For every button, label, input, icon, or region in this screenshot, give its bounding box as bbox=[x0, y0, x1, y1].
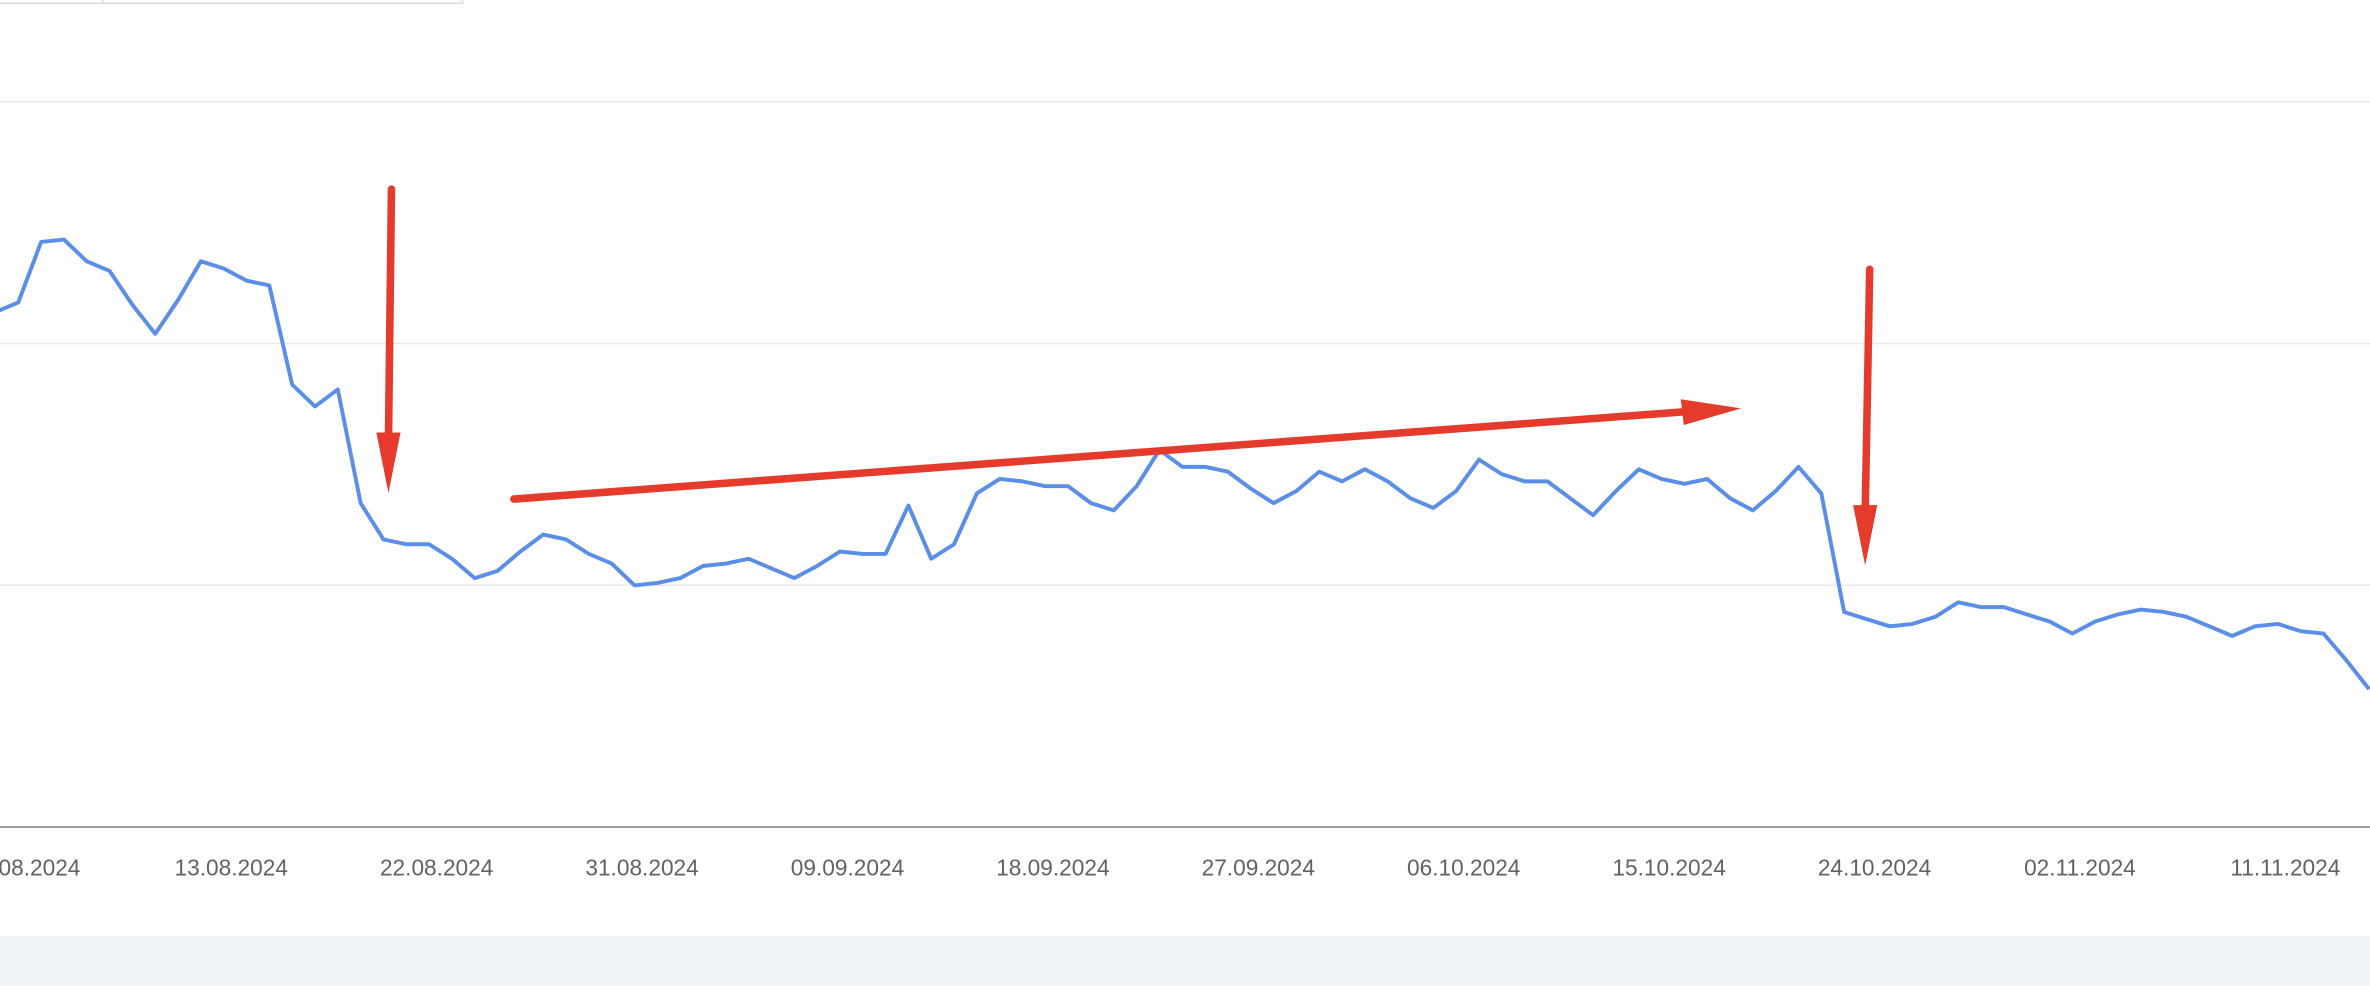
x-tick-label: 24.10.2024 bbox=[1818, 854, 1931, 880]
x-tick-label: 09.09.2024 bbox=[791, 854, 904, 880]
x-axis: 08.2024 13.08.2024 22.08.2024 31.08.2024 09.… bbox=[0, 854, 2340, 880]
control-box bbox=[0, 0, 104, 5]
arrow-head bbox=[1680, 399, 1742, 425]
arrow-head bbox=[1853, 505, 1878, 566]
x-tick-label: 27.09.2024 bbox=[1202, 854, 1315, 880]
annotations bbox=[376, 185, 1878, 566]
x-tick-label: 13.08.2024 bbox=[175, 854, 288, 880]
x-tick-label: 15.10.2024 bbox=[1612, 854, 1725, 880]
series-line bbox=[0, 237, 2370, 691]
x-tick-label: 08.2024 bbox=[0, 854, 80, 880]
plot bbox=[0, 237, 2370, 691]
x-tick-label: 31.08.2024 bbox=[585, 854, 698, 880]
arrow bbox=[384, 185, 396, 446]
x-tick-label: 11.11.2024 bbox=[2230, 854, 2340, 880]
footer-band bbox=[0, 935, 2370, 986]
arrow bbox=[510, 407, 1694, 503]
control-box bbox=[102, 0, 464, 5]
arrow-head bbox=[376, 432, 401, 493]
x-tick-label: 18.09.2024 bbox=[996, 854, 1109, 880]
x-tick-label: 06.10.2024 bbox=[1407, 854, 1520, 880]
x-tick-label: 22.08.2024 bbox=[380, 854, 493, 880]
x-tick-label: 02.11.2024 bbox=[2024, 854, 2136, 880]
grid bbox=[0, 101, 2370, 829]
arrow bbox=[1861, 265, 1874, 518]
